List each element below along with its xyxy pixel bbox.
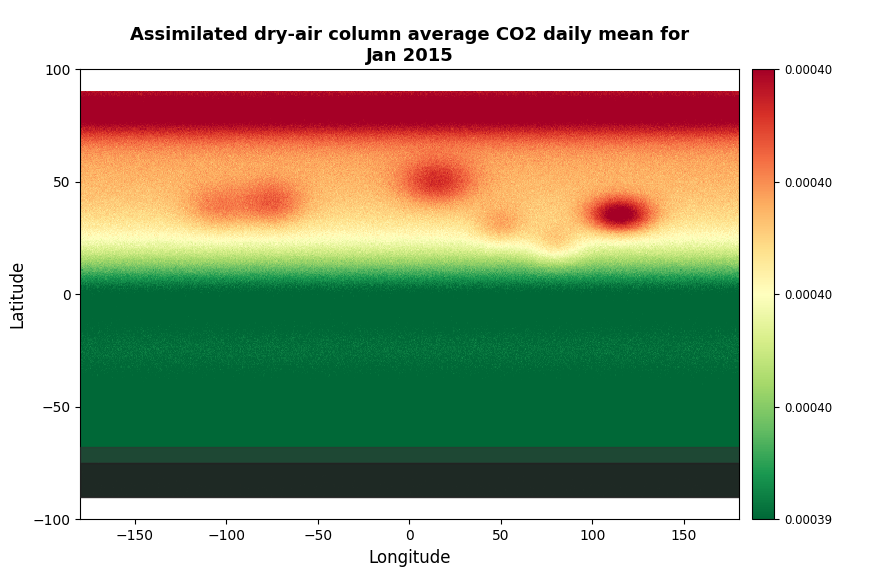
X-axis label: Longitude: Longitude [368,549,450,567]
Bar [80,463,739,497]
Y-axis label: Latitude: Latitude [9,260,27,328]
Bar [80,447,739,463]
Title: Assimilated dry-air column average CO2 daily mean for
Jan 2015: Assimilated dry-air column average CO2 d… [130,26,689,65]
